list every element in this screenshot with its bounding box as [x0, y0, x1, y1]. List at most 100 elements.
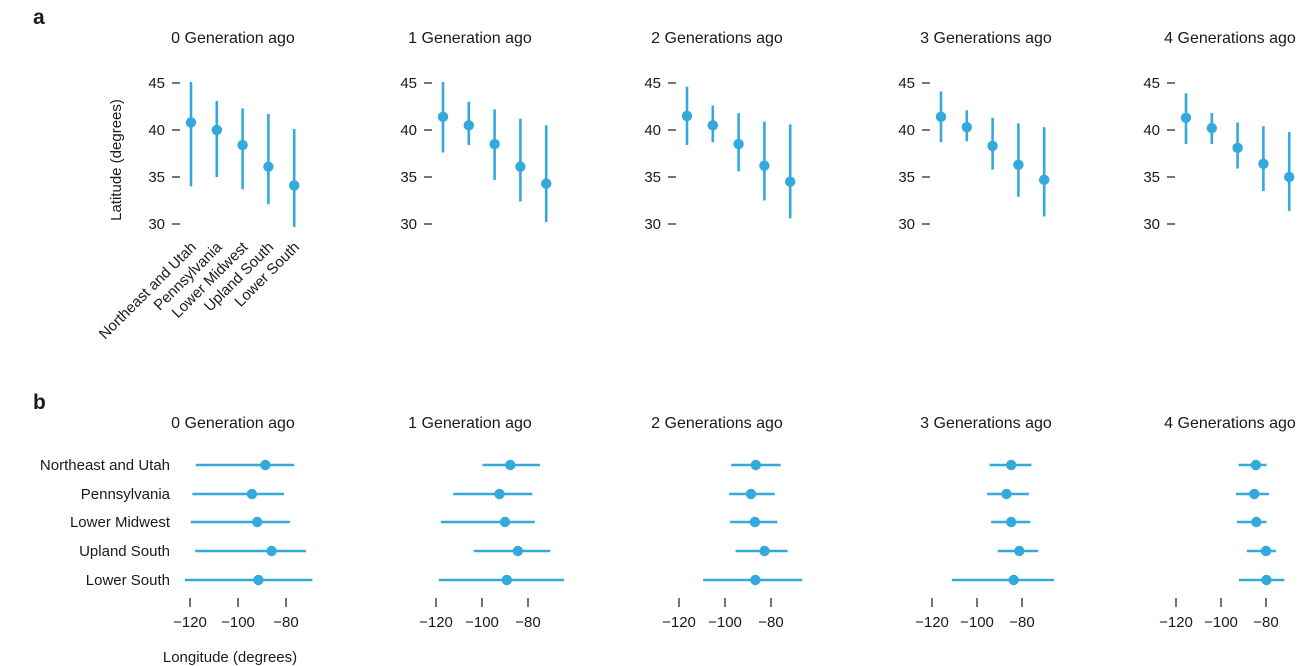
subplot-b-0: 0 Generation ago −120 −100 −80 [171, 415, 313, 631]
y-tick-label: 30 [148, 216, 165, 233]
point-northeast-and-utah [935, 111, 947, 123]
point-pennsylvania [246, 488, 258, 500]
x-tick-label: −80 [1009, 614, 1034, 631]
subplot-a-2: 2 Generations ago 45 40 35 30 [644, 30, 796, 233]
x-tick-label: −100 [708, 614, 742, 631]
subplot-title: 3 Generations ago [920, 30, 1052, 47]
point-northeast-and-utah [505, 459, 516, 471]
point-pennsylvania [961, 121, 972, 133]
subplot-a-1: 1 Generation ago 45 40 35 30 [400, 30, 552, 233]
point-pennsylvania [1249, 488, 1260, 500]
y-tick-label: 40 [400, 122, 417, 139]
point-upland-south [759, 545, 770, 557]
x-tick-label: −80 [515, 614, 540, 631]
subplot-title: 3 Generations ago [920, 415, 1052, 432]
point-lower-midwest [1006, 516, 1017, 528]
point-pennsylvania [211, 124, 222, 136]
subplot-b-3: 3 Generations ago −120 −100 −80 [915, 415, 1054, 631]
point-lower-midwest [489, 138, 500, 150]
point-lower-midwest [252, 516, 263, 528]
point-northeast-and-utah [1180, 112, 1192, 123]
subplot-title: 0 Generation ago [171, 30, 295, 47]
y-tick-label: 30 [898, 216, 915, 233]
point-lower-midwest [237, 139, 248, 151]
row-label-pennsylvania: Pennsylvania [81, 486, 171, 503]
point-upland-south [515, 161, 526, 172]
point-upland-south [759, 160, 770, 171]
y-tick-label: 35 [644, 169, 661, 186]
point-pennsylvania [494, 488, 505, 500]
point-lower-south [785, 176, 796, 187]
subplot-title: 2 Generations ago [651, 415, 783, 432]
subplot-title: 4 Generations ago [1164, 415, 1296, 432]
panel-b-longitude: Northeast and Utah Pennsylvania Lower Midw… [40, 415, 1296, 666]
x-tick-label: −120 [1159, 614, 1193, 631]
point-upland-south [263, 161, 274, 172]
point-pennsylvania [1001, 488, 1012, 500]
row-label-upland-south: Upland South [79, 543, 170, 560]
x-tick-label: −80 [758, 614, 783, 631]
subplot-title: 4 Generations ago [1164, 30, 1296, 47]
y-tick-label: 45 [898, 75, 915, 92]
x-tick-label: −100 [1204, 614, 1238, 631]
point-pennsylvania [463, 120, 474, 131]
y-tick-label: 35 [898, 169, 915, 186]
y-tick-label: 45 [1143, 75, 1160, 92]
x-tick-label: −100 [465, 614, 499, 631]
point-northeast-and-utah [437, 111, 449, 123]
x-tick-label: −120 [419, 614, 453, 631]
subplot-b-2: 2 Generations ago −120 −100 −80 [651, 415, 803, 631]
point-upland-south [1258, 158, 1269, 170]
point-pennsylvania [1206, 122, 1218, 134]
y-tick-label: 30 [644, 216, 661, 233]
point-pennsylvania [745, 488, 757, 500]
point-lower-south [750, 574, 761, 586]
subplot-title: 1 Generation ago [408, 30, 532, 47]
x-tick-label: −120 [173, 614, 207, 631]
row-label-lower-south: Lower South [86, 572, 170, 589]
y-tick-label: 45 [148, 75, 165, 92]
y-tick-label: 45 [644, 75, 661, 92]
subplot-b-1: 1 Generation ago −120 −100 −80 [408, 415, 565, 631]
x-axis-label: Longitude (degrees) [163, 649, 297, 666]
y-tick-label: 35 [1143, 169, 1160, 186]
x-tick-label: −80 [1253, 614, 1278, 631]
subplot-b-4: 4 Generations ago −120 −100 −80 [1159, 415, 1296, 631]
y-tick-label: 45 [400, 75, 417, 92]
y-tick-label: 35 [400, 169, 417, 186]
point-northeast-and-utah [1250, 459, 1262, 471]
panel-b-label: b [33, 391, 46, 414]
point-northeast-and-utah [260, 459, 271, 471]
x-tick-label: −100 [960, 614, 994, 631]
point-upland-south [1013, 159, 1024, 170]
subplot-a-0: 0 Generation ago 45 40 35 30 [148, 30, 300, 233]
panel-a-label: a [33, 6, 45, 29]
y-tick-label: 40 [644, 122, 661, 139]
subplot-title: 0 Generation ago [171, 415, 295, 432]
point-upland-south [1014, 545, 1025, 557]
x-tick-label: −120 [662, 614, 696, 631]
point-lower-midwest [733, 138, 744, 150]
point-lower-south [1284, 171, 1295, 183]
point-lower-south [289, 180, 300, 191]
y-tick-label: 30 [400, 216, 417, 233]
point-lower-midwest [987, 140, 998, 152]
subplot-a-3: 3 Generations ago 45 40 35 30 [898, 30, 1052, 233]
x-tick-label: −120 [915, 614, 949, 631]
point-pennsylvania [707, 120, 718, 131]
point-lower-midwest [499, 516, 511, 528]
y-axis-label: Latitude (degrees) [108, 99, 125, 221]
x-tick-label: −100 [221, 614, 255, 631]
point-upland-south [512, 545, 524, 557]
point-upland-south [1260, 545, 1272, 557]
x-tick-label: −80 [273, 614, 298, 631]
point-lower-south [253, 574, 264, 586]
point-lower-south [541, 178, 552, 189]
y-tick-label: 40 [1143, 122, 1160, 139]
y-tick-label: 40 [148, 122, 165, 139]
point-lower-midwest [1251, 516, 1262, 528]
point-lower-south [1039, 174, 1050, 186]
point-lower-south [1008, 574, 1019, 586]
subplot-a-4: 4 Generations ago 45 40 35 30 [1143, 30, 1296, 233]
